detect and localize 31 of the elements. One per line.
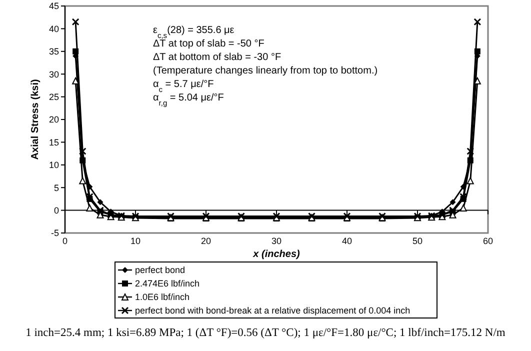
annotation: α$_{r,g}$ = 5.04 με/°F bbox=[153, 92, 224, 107]
y-tick-label: -5 bbox=[50, 228, 59, 238]
y-tick-label: 35 bbox=[48, 46, 59, 57]
y-tick-label: 10 bbox=[48, 160, 59, 170]
y-tick-label: 20 bbox=[48, 114, 59, 125]
annotation: (Temperature changes linearly from top to bottom.) bbox=[153, 66, 378, 76]
y-tick-label: 15 bbox=[48, 137, 59, 148]
x-tick-label: 60 bbox=[482, 236, 494, 246]
text: 1 inch=25.4 mm; 1 ksi=6.89 MPa; 1 (ΔT °F)=0.56 (ΔT °C); 1 με/°F=1.80 με/°C; 1 lbf/inch=175.12 N/m bbox=[26, 327, 506, 339]
y-tick-label: 45 bbox=[48, 1, 59, 12]
y-tick-label: 25 bbox=[48, 92, 59, 102]
annotation: α$_{c}$ = 5.7 με/°F bbox=[153, 79, 214, 94]
x-tick-label: 40 bbox=[342, 236, 352, 246]
legend-label: perfect bond with bond-break at a relative displacement of 0.004 inch bbox=[135, 306, 410, 316]
x-tick-label: 0 bbox=[62, 236, 68, 246]
y-tick-label: 30 bbox=[48, 69, 59, 80]
x-tick-label: 30 bbox=[271, 236, 282, 246]
x-axis-title: x (inches) bbox=[252, 249, 301, 260]
legend-label: perfect bond bbox=[135, 265, 186, 276]
x-tick-label: 20 bbox=[200, 236, 212, 246]
y-tick-label: 0 bbox=[54, 205, 59, 216]
x-tick-label: 50 bbox=[412, 236, 423, 246]
y-tick-label: 40 bbox=[48, 24, 59, 34]
legend-label: 2.474E6 lbf/inch bbox=[135, 278, 200, 289]
legend-label: 1.0E6 lbf/inch bbox=[135, 292, 190, 302]
annotation: ΔT at bottom of slab = -30 °F bbox=[153, 52, 282, 63]
x-tick-label: 10 bbox=[130, 236, 141, 246]
annotation: ε$_{c,s}$(28) = 355.6 με bbox=[153, 25, 235, 40]
y-tick-label: 5 bbox=[54, 182, 59, 193]
annotation: ΔT at top of slab = -50 °F bbox=[153, 38, 264, 50]
y-axis-title: Axial Stress (ksi) bbox=[30, 79, 41, 160]
